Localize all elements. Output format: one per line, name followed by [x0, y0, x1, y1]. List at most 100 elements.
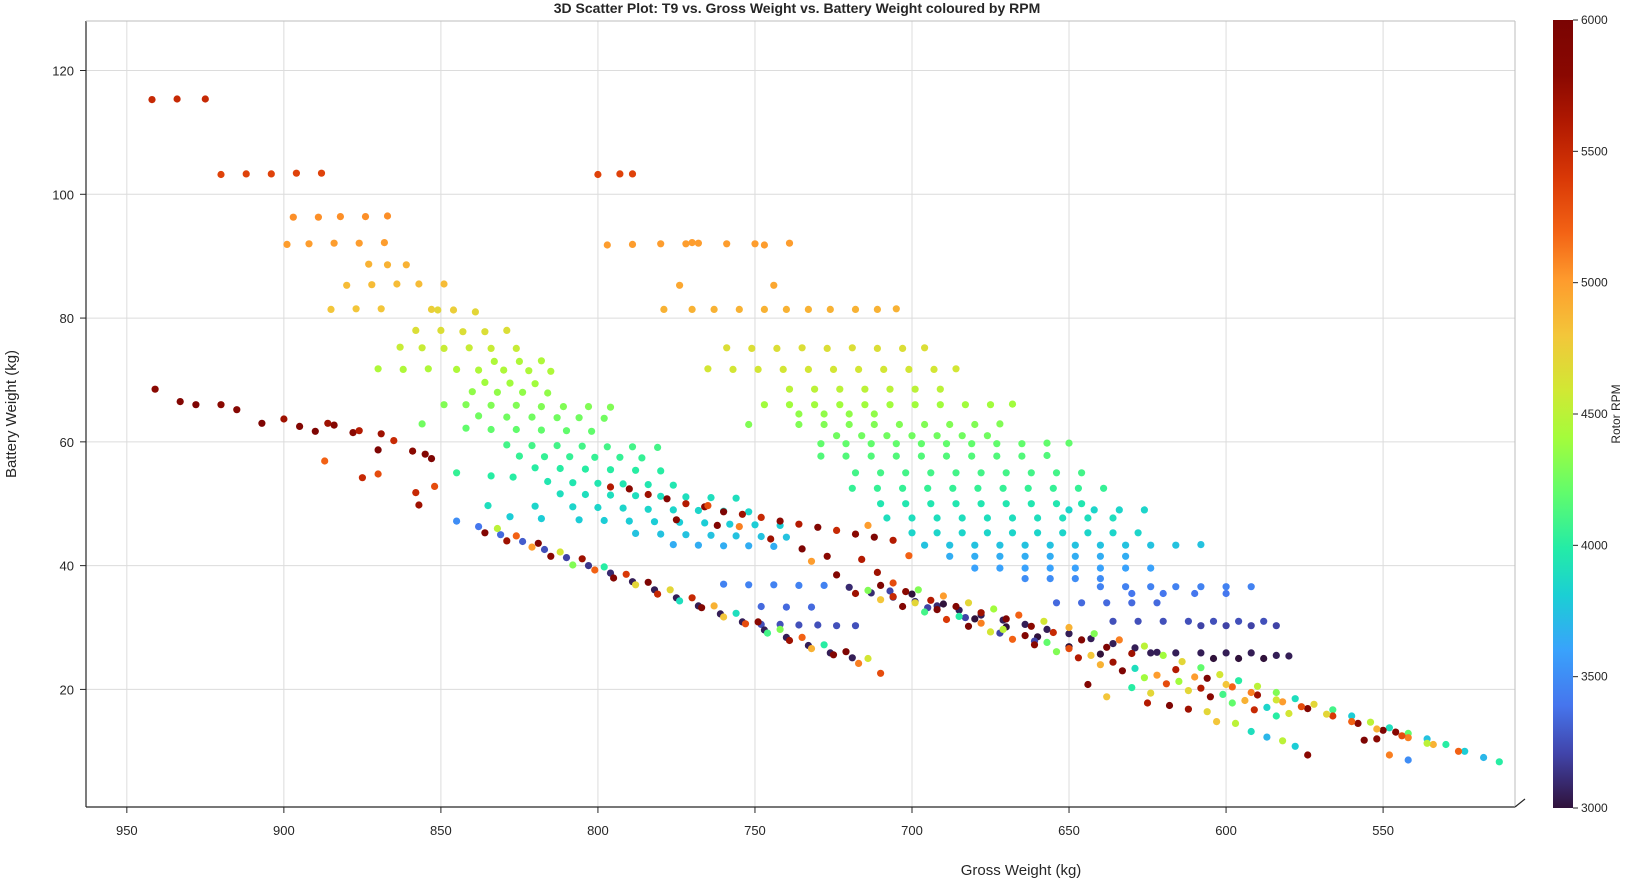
data-point [1354, 719, 1362, 728]
data-point [512, 401, 520, 409]
data-point [578, 442, 586, 450]
data-point [933, 606, 941, 614]
data-point [531, 502, 539, 510]
data-point [506, 379, 514, 387]
data-point [895, 420, 904, 429]
data-point [616, 453, 624, 461]
data-point [826, 305, 834, 313]
data-point [1002, 615, 1010, 623]
data-point [892, 440, 900, 448]
data-point [1228, 699, 1236, 707]
data-point [886, 385, 894, 393]
data-point [594, 503, 602, 512]
data-point [1122, 541, 1130, 549]
data-point [767, 535, 775, 543]
data-point [669, 506, 677, 514]
data-point [977, 500, 985, 508]
colorbar-tick-label: 4000 [1581, 538, 1608, 552]
data-point [921, 344, 929, 352]
data-point [644, 505, 652, 513]
data-point [961, 614, 970, 622]
data-point [1247, 688, 1255, 697]
data-point [1074, 654, 1082, 662]
data-point [471, 308, 479, 316]
data-point [1084, 529, 1092, 537]
data-point [1250, 706, 1258, 714]
data-point [540, 545, 549, 554]
data-point [594, 170, 602, 179]
data-point [1184, 687, 1192, 695]
data-point [1109, 617, 1117, 625]
data-point [930, 365, 938, 373]
data-point [1285, 652, 1293, 660]
data-point [349, 429, 357, 437]
data-point [867, 452, 875, 460]
data-point [569, 561, 577, 569]
data-point [763, 629, 772, 637]
data-point [1291, 695, 1299, 703]
data-point [383, 261, 392, 269]
data-point [974, 484, 982, 492]
data-point [851, 469, 860, 477]
data-point [1203, 674, 1211, 682]
data-point [669, 481, 677, 489]
data-point [1109, 529, 1117, 537]
data-point [449, 306, 458, 314]
data-point [578, 555, 586, 563]
data-point [1090, 630, 1098, 638]
data-point [873, 484, 882, 492]
data-point [1078, 636, 1086, 644]
data-point [914, 586, 922, 594]
data-point [748, 344, 756, 352]
data-point [946, 541, 954, 549]
data-point [584, 403, 593, 411]
data-point [942, 452, 951, 460]
data-point [851, 305, 860, 313]
data-point [1008, 635, 1017, 643]
data-point [836, 385, 844, 393]
data-point [864, 586, 872, 595]
data-point [858, 555, 866, 564]
data-point [217, 401, 225, 409]
data-point [562, 427, 571, 435]
data-point [1423, 739, 1431, 747]
data-point [996, 564, 1004, 572]
data-point [515, 357, 524, 365]
data-point [1454, 747, 1463, 755]
data-point [942, 440, 951, 448]
data-point [1272, 651, 1280, 660]
y-tick-label: 120 [52, 64, 74, 79]
data-point [1021, 564, 1029, 572]
data-point [694, 506, 703, 515]
data-point [534, 539, 542, 547]
data-point [936, 401, 944, 409]
data-point [1247, 622, 1255, 630]
data-point [814, 621, 822, 629]
data-point [1172, 666, 1180, 674]
data-point [1115, 506, 1123, 514]
data-point [939, 592, 948, 600]
data-point [999, 484, 1007, 492]
data-point [905, 552, 913, 560]
data-point [289, 213, 297, 221]
data-point [751, 521, 759, 529]
data-point [176, 398, 184, 406]
y-tick-label: 60 [60, 435, 74, 450]
data-point [1197, 649, 1205, 657]
data-point [955, 612, 963, 621]
data-point [151, 385, 159, 393]
data-point [823, 344, 831, 352]
data-point [1140, 674, 1148, 682]
data-point [892, 305, 900, 313]
data-point [861, 385, 869, 393]
data-point [672, 516, 681, 524]
data-point [1235, 617, 1243, 625]
data-point [1348, 718, 1356, 726]
data-point [833, 571, 841, 579]
data-point [977, 619, 985, 627]
data-point [500, 366, 508, 374]
data-point [431, 482, 439, 490]
data-point [707, 494, 715, 502]
axes [85, 20, 1526, 808]
data-point [468, 388, 476, 396]
